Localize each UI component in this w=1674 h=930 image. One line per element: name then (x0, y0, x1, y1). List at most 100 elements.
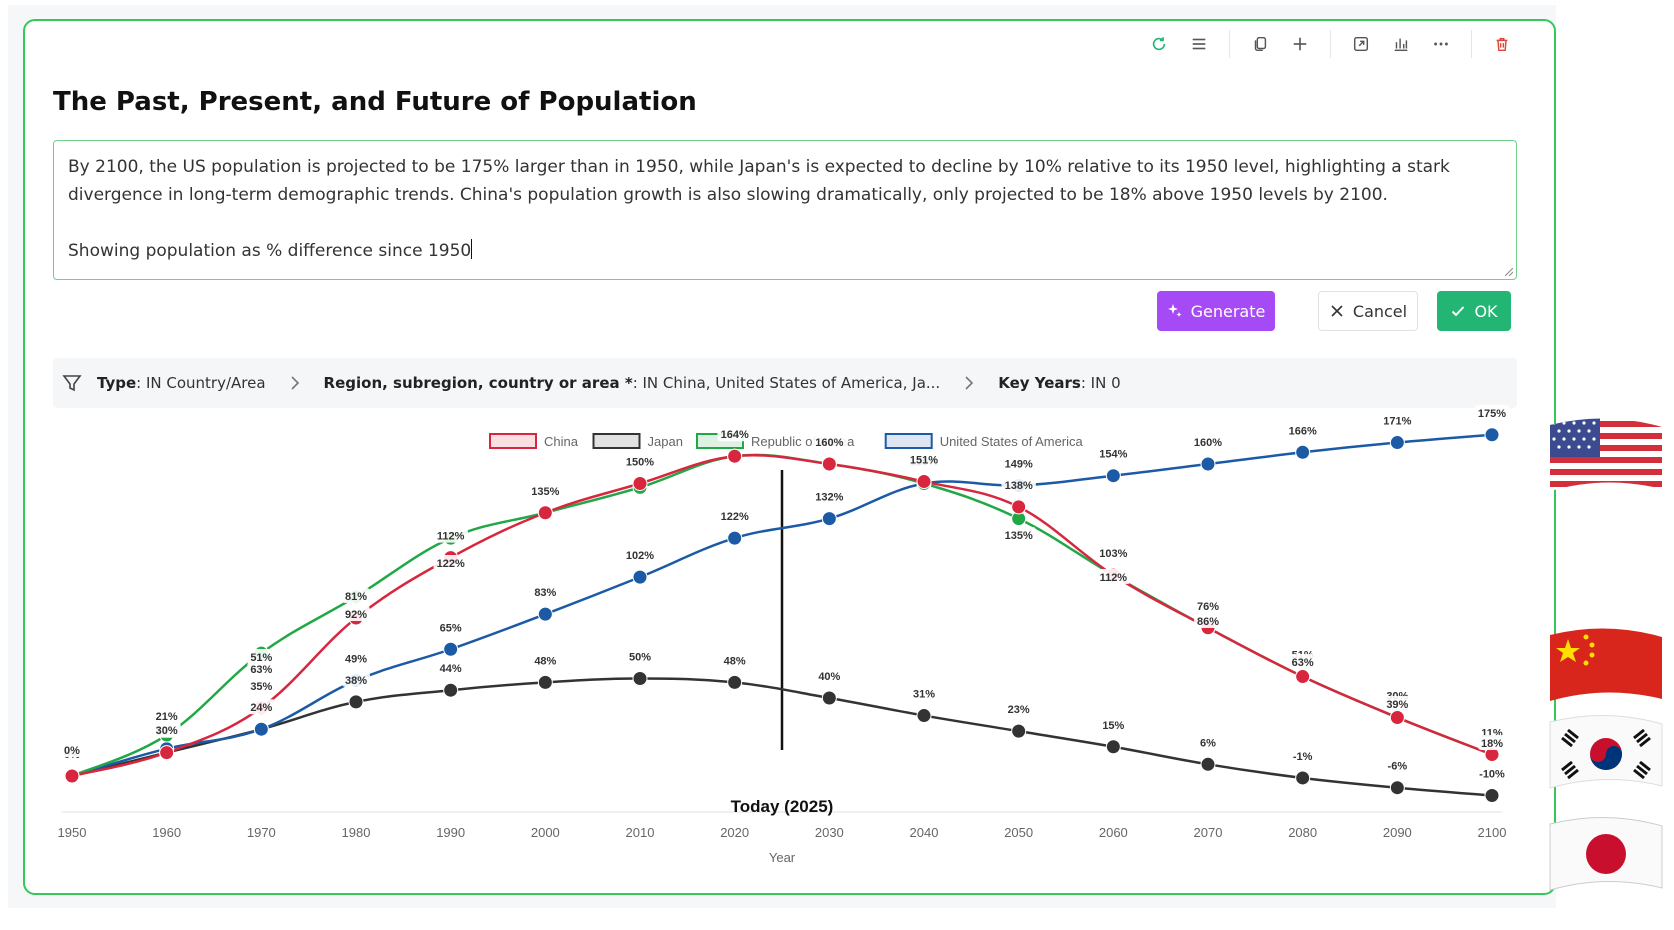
sparkle-icon (1167, 304, 1182, 317)
filter-region[interactable]: Region, subregion, country or area *: IN… (323, 374, 941, 392)
data-point (159, 745, 175, 761)
data-point (1389, 435, 1405, 451)
data-label-bg (1288, 654, 1317, 669)
data-label: 18% (1481, 738, 1503, 750)
data-point (1295, 669, 1311, 685)
data-label-bg (626, 648, 654, 664)
data-label-bg (1383, 757, 1412, 773)
korea-flag-icon (1549, 714, 1663, 789)
data-label-bg (531, 652, 560, 668)
legend-label: Japan (648, 434, 683, 449)
data-point (1295, 444, 1311, 460)
data-label: 38% (345, 675, 367, 687)
data-point (348, 694, 364, 710)
data-label-bg (717, 426, 752, 442)
data-point (632, 569, 648, 585)
data-label-bg (436, 619, 465, 635)
data-point (1011, 499, 1027, 515)
data-point (1200, 756, 1216, 772)
toolbar-divider (1229, 30, 1230, 58)
x-tick-label: 1950 (58, 825, 87, 840)
x-tick-label: 2070 (1194, 825, 1223, 840)
x-tick-label: 2030 (815, 825, 844, 840)
data-point (443, 682, 459, 698)
data-label: 50% (629, 652, 651, 664)
x-tick-label: 2080 (1288, 825, 1317, 840)
chevron-right-icon (965, 376, 974, 390)
data-point (1389, 710, 1405, 725)
series-line-japan (71, 677, 1493, 797)
data-point (727, 530, 743, 546)
bar-chart-icon[interactable] (1381, 30, 1421, 58)
filter-key-years[interactable]: Key Years: IN 0 (998, 374, 1121, 392)
data-label: 48% (724, 655, 746, 667)
data-label: 21% (156, 711, 178, 723)
data-label: 44% (440, 663, 462, 675)
data-label-bg (1096, 569, 1131, 584)
legend-swatch (884, 433, 933, 449)
toolbar-divider (1330, 30, 1331, 58)
card-toolbar (1139, 30, 1522, 58)
data-label: 39% (1386, 699, 1408, 711)
filter-type[interactable]: Type: IN Country/Area (97, 374, 266, 392)
data-label-bg (342, 588, 370, 604)
series-line-united-states-of-america (71, 433, 1493, 778)
data-label: 166% (1289, 425, 1317, 437)
data-label: 81% (345, 591, 367, 603)
data-point (821, 456, 837, 472)
data-label-bg (1001, 476, 1036, 492)
data-label: 135% (531, 486, 559, 498)
menu-icon[interactable] (1179, 30, 1219, 58)
data-point (1389, 780, 1405, 796)
data-label-bg (1001, 455, 1036, 471)
data-point (632, 671, 648, 686)
data-label-bg (1288, 747, 1317, 763)
description-textarea[interactable]: By 2100, the US population is projected … (53, 140, 1517, 280)
data-label-bg (1383, 696, 1412, 711)
ok-button[interactable]: OK (1437, 291, 1511, 331)
data-label-bg (433, 527, 468, 543)
data-label-bg (342, 606, 370, 621)
data-point (537, 674, 553, 690)
filter-icon[interactable] (61, 372, 83, 394)
data-label-bg (1096, 445, 1131, 461)
data-label-bg (815, 668, 844, 683)
data-label: -1% (1293, 751, 1313, 763)
data-point (632, 476, 648, 491)
data-label: 135% (1005, 530, 1033, 542)
data-label-bg (622, 547, 658, 563)
cancel-button[interactable]: Cancel (1318, 291, 1418, 331)
copy-icon[interactable] (1240, 30, 1280, 58)
trash-icon[interactable] (1482, 30, 1522, 58)
more-icon[interactable] (1421, 30, 1461, 58)
data-label: 160% (815, 437, 843, 449)
data-label-bg (622, 453, 658, 469)
data-label-bg (1099, 716, 1128, 732)
x-tick-label: 2000 (531, 825, 560, 840)
x-tick-label: 2060 (1099, 825, 1128, 840)
data-label: 51% (250, 652, 272, 664)
filter-bar[interactable]: Type: IN Country/Area Region, subregion,… (53, 358, 1517, 408)
close-icon (1331, 305, 1343, 317)
data-point (821, 690, 837, 706)
data-point (1295, 770, 1311, 786)
data-point (916, 708, 932, 724)
data-label: 138% (1005, 480, 1033, 492)
x-tick-label: 1960 (152, 825, 181, 840)
data-label-bg (528, 482, 563, 498)
x-axis-title: Year (769, 850, 796, 865)
data-label: 49% (345, 653, 367, 665)
data-point (253, 721, 269, 737)
data-point (916, 474, 932, 490)
expand-icon[interactable] (1341, 30, 1381, 58)
x-tick-label: 2040 (910, 825, 939, 840)
data-label: 15% (1102, 720, 1124, 732)
data-label-bg (247, 677, 276, 693)
plus-icon[interactable] (1280, 30, 1320, 58)
generate-button[interactable]: Generate (1157, 291, 1275, 331)
text-cursor (471, 239, 473, 259)
refresh-icon[interactable] (1139, 30, 1179, 58)
resize-grip-icon[interactable] (1505, 268, 1513, 276)
data-label-bg (247, 699, 276, 715)
data-label: 35% (250, 681, 272, 693)
